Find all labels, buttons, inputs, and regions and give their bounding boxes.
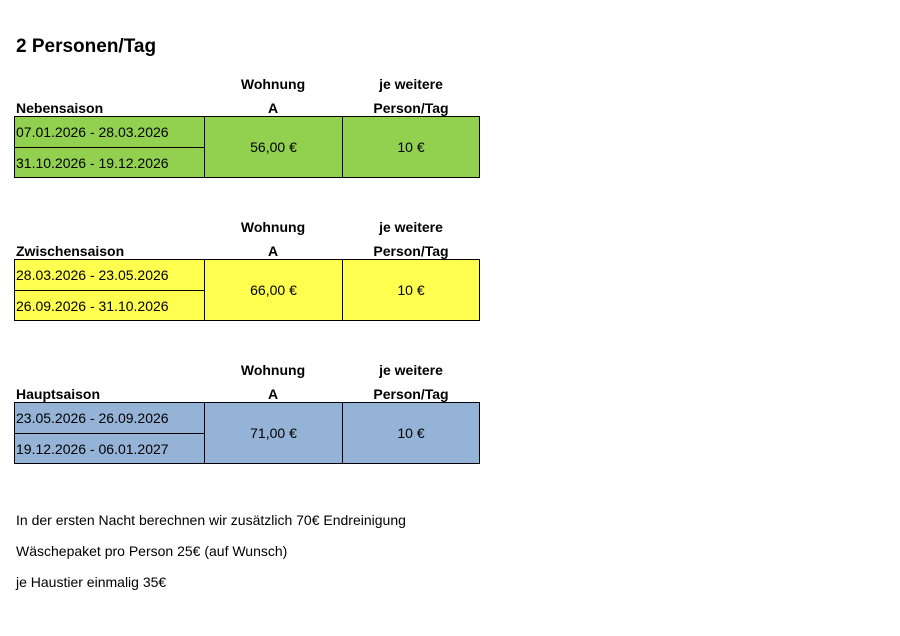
extra-header-line1: je weitere bbox=[379, 219, 443, 235]
season-table: 23.05.2026 - 26.09.2026 19.12.2026 - 06.… bbox=[14, 402, 480, 464]
season-name: Zwischensaison bbox=[16, 243, 125, 259]
page-title: 2 Personen/Tag bbox=[16, 36, 157, 57]
extra-header-line1: je weitere bbox=[379, 362, 443, 378]
extra-person-price: 10 € bbox=[397, 282, 425, 298]
date-range: 31.10.2026 - 19.12.2026 bbox=[15, 148, 205, 177]
apartment-price: 56,00 € bbox=[205, 117, 343, 177]
date-range: 26.09.2026 - 31.10.2026 bbox=[15, 291, 205, 320]
apartment-price: 66,00 € bbox=[205, 260, 343, 320]
season-section: Wohnung A je weitere Person/Tag Zwischen… bbox=[0, 219, 500, 329]
apartment-price: 71,00 € bbox=[205, 403, 343, 463]
season-table: 28.03.2026 - 23.05.2026 26.09.2026 - 31.… bbox=[14, 259, 480, 321]
apartment-header-line1: Wohnung bbox=[240, 362, 306, 378]
extra-header-line1: je weitere bbox=[379, 76, 443, 92]
season-table: 07.01.2026 - 28.03.2026 31.10.2026 - 19.… bbox=[14, 116, 480, 178]
date-range: 28.03.2026 - 23.05.2026 bbox=[15, 260, 205, 291]
extra-person-price: 10 € bbox=[397, 425, 425, 441]
season-name: Hauptsaison bbox=[16, 386, 101, 402]
season-name: Nebensaison bbox=[16, 100, 104, 116]
note-linen: Wäschepaket pro Person 25€ (auf Wunsch) bbox=[16, 543, 288, 559]
apartment-header-line2: A bbox=[267, 100, 279, 116]
date-range: 23.05.2026 - 26.09.2026 bbox=[15, 403, 205, 434]
apartment-header-line1: Wohnung bbox=[240, 219, 306, 235]
extra-header-line2: Person/Tag bbox=[373, 386, 449, 402]
note-pet: je Haustier einmalig 35€ bbox=[16, 574, 167, 590]
extra-header-line2: Person/Tag bbox=[373, 100, 449, 116]
note-cleaning: In der ersten Nacht berechnen wir zusätz… bbox=[16, 512, 406, 528]
apartment-header-line2: A bbox=[267, 243, 279, 259]
apartment-header-line2: A bbox=[267, 386, 279, 402]
extra-header-line2: Person/Tag bbox=[373, 243, 449, 259]
apartment-header-line1: Wohnung bbox=[240, 76, 306, 92]
season-section: Wohnung A je weitere Person/Tag Nebensai… bbox=[0, 76, 500, 186]
date-range: 07.01.2026 - 28.03.2026 bbox=[15, 117, 205, 148]
extra-person-price: 10 € bbox=[397, 139, 425, 155]
season-section: Wohnung A je weitere Person/Tag Hauptsai… bbox=[0, 362, 500, 472]
date-range: 19.12.2026 - 06.01.2027 bbox=[15, 434, 205, 463]
